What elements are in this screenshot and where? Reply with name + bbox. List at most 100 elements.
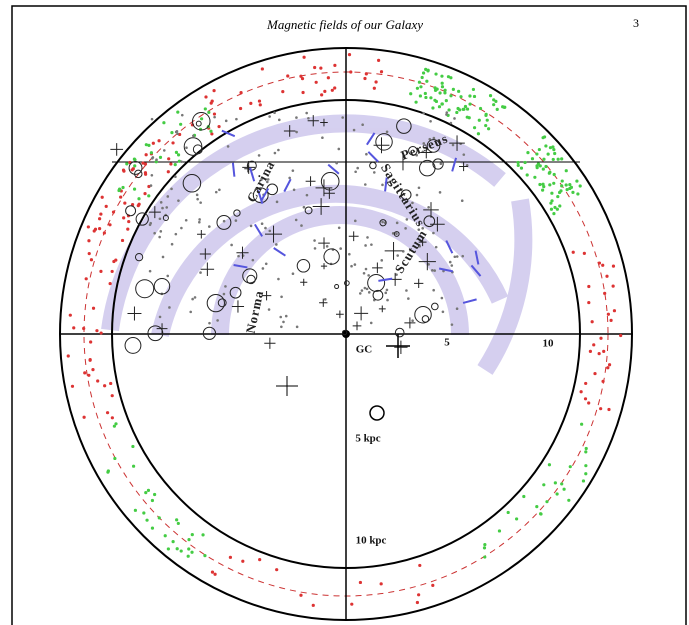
ring-point [611, 264, 616, 268]
ring-point [542, 184, 546, 189]
ring-point [82, 326, 86, 331]
dot [159, 230, 163, 233]
ring-point [275, 568, 279, 572]
ring-point [87, 373, 91, 377]
ring-point [434, 99, 439, 104]
ring-point [300, 77, 305, 81]
dot [427, 206, 430, 209]
ring-point [592, 343, 596, 347]
ring-point [68, 313, 72, 317]
ring-point [141, 161, 145, 165]
dot [305, 193, 309, 197]
ring-point [210, 570, 215, 574]
ring-point [619, 333, 623, 338]
field-arrow [474, 250, 480, 265]
cross [336, 310, 344, 319]
ring-point [131, 464, 136, 468]
dot [395, 221, 399, 225]
dot [224, 119, 228, 123]
ring-point [451, 87, 455, 91]
ring-point [483, 542, 487, 547]
dot [155, 158, 158, 161]
ring-point [99, 269, 103, 273]
dot [411, 201, 414, 205]
ring-point [564, 183, 568, 187]
ring-point [571, 190, 575, 194]
ring-point [597, 352, 601, 356]
open-circle [183, 137, 203, 156]
ring-point [249, 101, 253, 105]
dot [268, 229, 272, 233]
dot [185, 146, 188, 150]
dot [277, 118, 281, 122]
ring-point [584, 381, 588, 386]
dot [451, 143, 455, 147]
ring-point [147, 143, 151, 148]
cross [127, 306, 142, 321]
ring-point [143, 162, 148, 166]
ring-point [417, 80, 422, 84]
dot [381, 220, 384, 224]
ring-point [83, 371, 87, 375]
dot [363, 286, 367, 290]
dot [260, 222, 264, 226]
ring-point [123, 201, 127, 205]
arm-band [151, 184, 509, 337]
ring-point [175, 518, 179, 522]
ring-point [130, 202, 135, 207]
field-arrow [462, 298, 477, 304]
cross [148, 206, 161, 219]
ring-point [501, 105, 505, 109]
ring-point [349, 70, 353, 74]
ring-point [99, 212, 103, 216]
dot [158, 315, 162, 319]
ring-point [542, 157, 546, 161]
ring-point [459, 95, 463, 99]
ring-point [526, 151, 530, 155]
dot [305, 111, 308, 115]
axis-label: 10 [543, 338, 555, 350]
ring-point [170, 131, 174, 135]
ring-point [449, 94, 453, 98]
ring-point [105, 411, 110, 415]
dot [198, 218, 201, 221]
ring-point [133, 508, 138, 512]
ring-point [433, 88, 438, 92]
dot [445, 111, 449, 114]
dot [191, 297, 194, 301]
dot [158, 235, 161, 239]
ring-point [415, 600, 419, 605]
ring-point [593, 371, 597, 376]
ring-point [146, 488, 151, 492]
cross [318, 237, 330, 249]
ring-point [449, 76, 453, 80]
dot [335, 161, 338, 165]
dot [195, 193, 199, 197]
dot [198, 220, 201, 224]
ring-point [555, 207, 559, 211]
ring-point [190, 550, 194, 554]
ring-point [578, 184, 582, 188]
dot [166, 274, 170, 278]
dot [224, 285, 227, 288]
ring-point [458, 108, 462, 112]
dot [175, 129, 179, 133]
ring-point [166, 547, 170, 551]
ring-point [550, 191, 554, 195]
field-arrow [470, 264, 482, 277]
open-circle [379, 219, 387, 227]
ring-point [440, 81, 444, 85]
dot [360, 289, 364, 292]
dot [385, 288, 389, 292]
dot [354, 170, 357, 174]
dot [266, 180, 269, 184]
dot [313, 247, 317, 250]
ring-point [602, 349, 606, 353]
ring-point [119, 195, 123, 199]
ring-point [157, 516, 161, 520]
field-arrow [221, 129, 236, 138]
open-circle [372, 289, 384, 301]
ring-point [506, 510, 510, 515]
data-points [66, 53, 623, 607]
